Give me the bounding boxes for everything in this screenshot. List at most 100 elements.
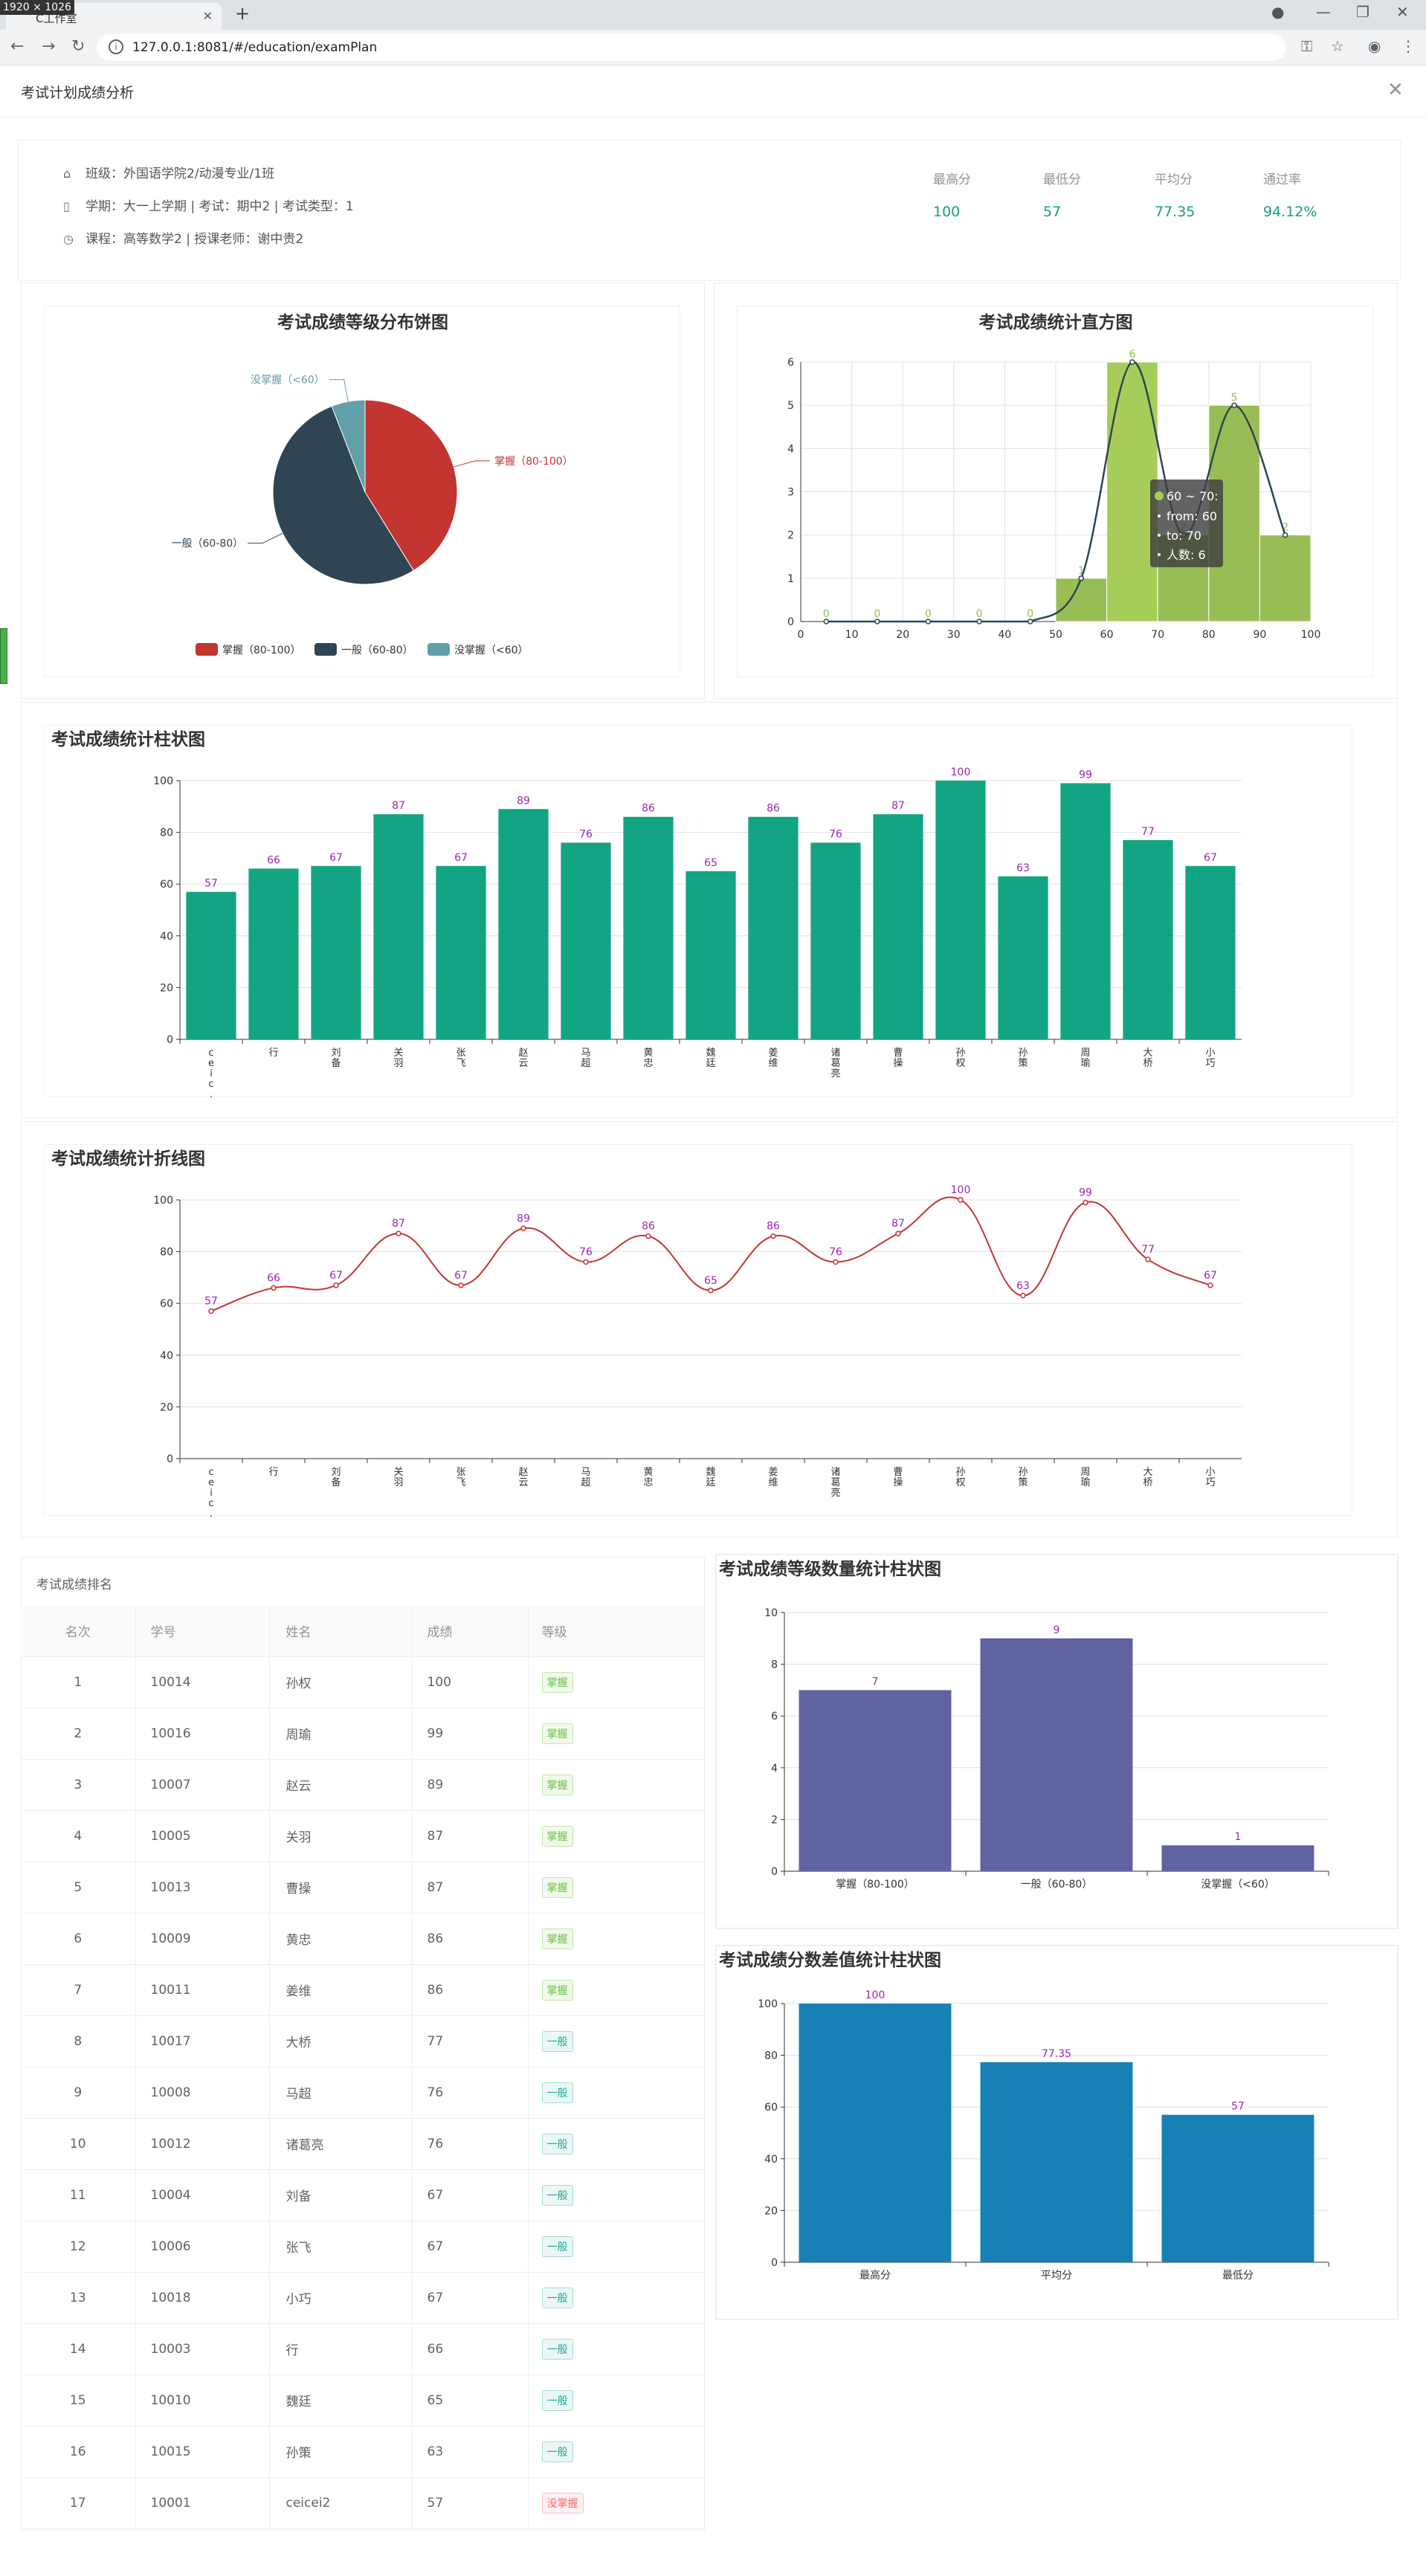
table-row: 9 10008 马超 76 一般	[21, 2067, 705, 2119]
level-tag: 一般	[541, 2441, 573, 2462]
score-bar-label: 76	[829, 829, 842, 841]
modal-header: 考试计划成绩分析 ✕	[0, 65, 1426, 117]
bar	[799, 1690, 952, 1871]
x-tick-label: 黄忠	[643, 1047, 653, 1069]
menu-icon[interactable]: ⋮	[1401, 37, 1416, 55]
score-cell: 87	[412, 1810, 529, 1862]
x-tick-label: 小巧	[1205, 1047, 1215, 1069]
window-close-icon[interactable]: ✕	[1396, 3, 1409, 21]
score-bar	[685, 871, 736, 1039]
x-tick-label: 小巧	[1205, 1467, 1215, 1488]
level-cell: 掌握	[528, 1759, 705, 1811]
tooltip-bullet	[1158, 534, 1161, 537]
address-bar-row: ← → ↻ i 127.0.0.1:8081/#/education/examP…	[0, 30, 1426, 65]
col-score: 成绩	[412, 1606, 529, 1657]
score-bar-label: 63	[1016, 862, 1030, 874]
x-tick-label: 大桥	[1143, 1047, 1152, 1069]
name-cell: 孙权	[269, 1656, 413, 1708]
level-cell: 一般	[528, 2221, 705, 2273]
forward-icon[interactable]: →	[42, 37, 56, 56]
x-tick-label: 曹操	[893, 1467, 903, 1488]
table-row: 1 10014 孙权 100 掌握	[21, 1656, 705, 1708]
x-tick-label: 刘备	[331, 1467, 341, 1488]
x-tick-label: 行	[268, 1047, 278, 1059]
bar-value-label: 100	[865, 1989, 885, 2001]
tab-close-icon[interactable]: ✕	[202, 9, 213, 23]
x-tick-label: 90	[1253, 629, 1266, 641]
level-chart-title: 考试成绩等级数量统计柱状图	[719, 1560, 941, 1579]
scrollbar-handle[interactable]	[0, 628, 7, 684]
score-bar-label: 67	[454, 852, 468, 864]
line-chart-title: 考试成绩统计折线图	[51, 1149, 205, 1169]
key-icon[interactable]: ⚿	[1301, 37, 1313, 55]
modal-title: 考试计划成绩分析	[21, 85, 135, 101]
x-tick-label: 马超	[581, 1047, 590, 1069]
x-tick-label: 一般（60-80）	[1021, 1879, 1093, 1891]
curve-point	[874, 619, 880, 624]
score-cell: 66	[412, 2323, 529, 2375]
legend-swatch	[314, 643, 337, 656]
level-cell: 一般	[528, 2015, 705, 2067]
score-point-label: 86	[642, 1221, 655, 1233]
tooltip-bullet	[1158, 514, 1161, 517]
id-cell: 10007	[135, 1759, 270, 1811]
score-bar	[248, 868, 299, 1039]
x-tick-label: 魏廷	[706, 1467, 715, 1488]
profile-icon[interactable]: ●	[1271, 3, 1285, 21]
score-point-label: 77	[1141, 1244, 1155, 1256]
rank-cell: 1	[21, 1656, 136, 1708]
y-tick-label: 4	[771, 1763, 778, 1775]
tooltip-box	[1150, 480, 1223, 567]
score-cell: 99	[412, 1708, 529, 1760]
term-text: 学期：大一上学期 | 考试：期中2 | 考试类型：1	[86, 199, 354, 214]
bar-value-label: 1	[1235, 1831, 1242, 1843]
score-cell: 87	[412, 1862, 529, 1914]
level-cell: 掌握	[528, 1810, 705, 1862]
bar	[980, 2062, 1133, 2262]
site-info-icon[interactable]: i	[109, 39, 123, 54]
score-bar-label: 67	[329, 852, 343, 864]
x-tick-label: 马超	[581, 1467, 590, 1488]
table-header-row: 名次 学号 姓名 成绩 等级	[21, 1606, 705, 1657]
y-tick-label: 80	[160, 1247, 173, 1259]
back-icon[interactable]: ←	[10, 37, 25, 56]
histogram-value-label: 0	[976, 608, 983, 620]
level-cell: 没掌握	[528, 2477, 705, 2529]
score-point	[396, 1230, 401, 1236]
score-bar	[311, 865, 361, 1039]
level-cell: 掌握	[528, 1656, 705, 1708]
x-tick-label: 掌握（80-100）	[836, 1879, 914, 1891]
y-tick-label: 60	[160, 879, 173, 891]
size-badge: 1920 × 1026	[0, 0, 74, 15]
level-tag: 掌握	[541, 1671, 573, 1693]
y-tick-label: 6	[787, 357, 794, 369]
curve-point	[1027, 619, 1033, 624]
table-row: 8 10017 大桥 77 一般	[21, 2015, 705, 2067]
modal-close-icon[interactable]: ✕	[1387, 79, 1404, 101]
reload-icon[interactable]: ↻	[71, 37, 86, 56]
url-input[interactable]: i 127.0.0.1:8081/#/education/examPlan	[97, 34, 1286, 61]
account-icon[interactable]: ◉	[1368, 37, 1381, 55]
restore-icon[interactable]: ❐	[1356, 3, 1369, 21]
score-point	[895, 1230, 901, 1236]
score-cell: 100	[412, 1656, 529, 1708]
minimize-icon[interactable]: —	[1316, 3, 1331, 21]
stat-label: 平均分	[1155, 172, 1193, 187]
score-point-label: 67	[1204, 1270, 1217, 1282]
bookmark-star-icon[interactable]: ☆	[1331, 37, 1344, 55]
pie-label-line	[248, 532, 283, 544]
score-point-label: 67	[329, 1270, 343, 1282]
y-tick-label: 20	[160, 982, 173, 994]
bar	[980, 1638, 1133, 1871]
col-level: 等级	[528, 1606, 705, 1657]
new-tab-icon[interactable]: +	[235, 3, 251, 24]
histogram-value-label: 0	[823, 608, 830, 620]
score-cell: 67	[412, 2169, 529, 2221]
level-tag: 一般	[541, 2133, 573, 2154]
level-tag: 掌握	[541, 1979, 573, 2001]
name-cell: 姜维	[269, 1964, 413, 2016]
score-bar	[561, 842, 611, 1039]
score-bar-label: 86	[642, 803, 655, 815]
curve-point	[1282, 532, 1288, 538]
score-bar	[1123, 840, 1173, 1039]
